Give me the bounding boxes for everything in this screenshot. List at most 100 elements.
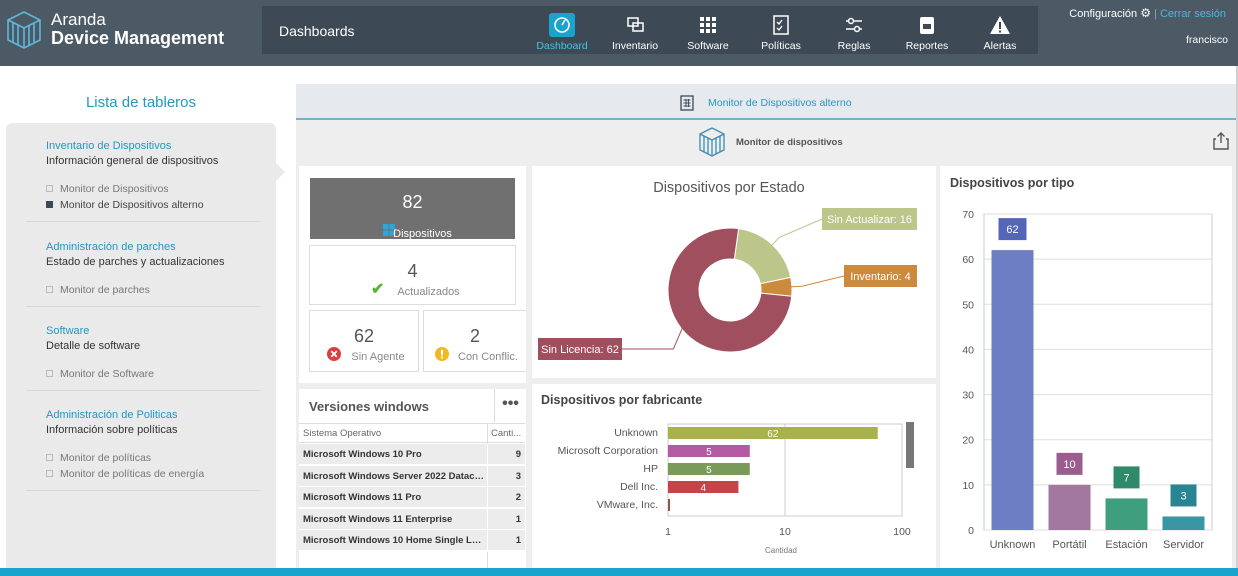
error-circle-icon	[327, 347, 341, 361]
kpi-total-devices[interactable]: 82 Dispositivos	[310, 178, 515, 240]
chart-title: Dispositivos por tipo	[950, 176, 1075, 190]
logout-link[interactable]: Cerrar sesión	[1159, 8, 1226, 20]
y-tick-label: 0	[968, 525, 974, 537]
kpi-no-agent[interactable]: 62 Sin Agente	[309, 310, 419, 372]
y-tick-label: 40	[962, 344, 974, 356]
table-row[interactable]: Microsoft Windows 11 Enterprise 1	[299, 509, 525, 530]
x-tick-label: Portátil	[1052, 539, 1086, 551]
windows-icon	[383, 224, 395, 236]
nav-reportes[interactable]: Reportes	[889, 6, 965, 54]
bar	[668, 499, 670, 511]
bar-value-box	[998, 218, 1027, 241]
nav-dashboard[interactable]: Dashboard	[524, 6, 600, 54]
divider	[26, 306, 260, 307]
scrollbar[interactable]	[1236, 66, 1238, 568]
top-header: Aranda Device Management Dashboards Dash…	[0, 0, 1238, 66]
bullet-icon	[46, 286, 53, 293]
bar-value-box	[1056, 452, 1083, 475]
more-options-icon[interactable]: •••	[494, 389, 526, 422]
nav-politicas[interactable]: Políticas	[743, 6, 819, 54]
share-export-icon[interactable]	[1213, 132, 1229, 150]
chart-title: Dispositivos por Estado	[653, 180, 805, 196]
column-separator	[487, 552, 488, 570]
kpi-label: Con Conflic.	[458, 351, 518, 363]
bar-value-label: 10	[1063, 459, 1075, 471]
x-tick-label: Unknown	[990, 539, 1036, 551]
sidebar-item-monitor-dispositivos[interactable]: Monitor de Dispositivos	[46, 181, 218, 197]
bar-value-label: 5	[706, 447, 712, 458]
bar	[1048, 484, 1091, 530]
tipo-chart-card: Dispositivos por tipo 0 10 20 30 40 50 60 70 62 U…	[940, 166, 1232, 570]
y-tick-label: 20	[962, 435, 974, 447]
kpi-updated[interactable]: 4 ✔ Actualizados	[309, 245, 516, 305]
config-bar: Configuración ⚙ | Cerrar sesión	[1069, 6, 1226, 20]
monitor-cube-icon	[699, 127, 725, 157]
table-row[interactable]: Microsoft Windows 10 Home Single Languag…	[299, 530, 525, 551]
os-cell: Microsoft Windows 10 Home Single Languag…	[303, 535, 485, 546]
leader-line	[770, 218, 823, 247]
column-header-os[interactable]: Sistema Operativo	[303, 428, 382, 439]
group-title[interactable]: Software	[46, 325, 90, 337]
horizontal-bar-chart: Unknown 62 Microsoft Corporation 5 HP 5 Dell I…	[558, 422, 914, 555]
group-title[interactable]: Administración de parches	[46, 241, 176, 253]
category-label: Unknown	[614, 427, 658, 439]
sidebar-title: Lista de tableros	[85, 94, 197, 111]
divider	[26, 390, 260, 391]
bullet-icon	[46, 470, 53, 477]
dashboard-tab[interactable]: Monitor de Dispositivos alterno	[296, 84, 1238, 120]
os-cell: Microsoft Windows 11 Enterprise	[303, 514, 453, 525]
dashboard-tab-label: Monitor de Dispositivos alterno	[708, 97, 852, 109]
group-desc: Información general de dispositivos	[46, 155, 219, 167]
bar	[991, 250, 1034, 530]
table-row[interactable]: Microsoft Windows Server 2022 Datacenter…	[299, 466, 525, 487]
table-row[interactable]: Microsoft Windows 10 Pro 9	[299, 444, 525, 465]
bar-value-label: 3	[1180, 490, 1186, 502]
column-separator	[487, 424, 488, 444]
gear-icon[interactable]: ⚙	[1140, 6, 1151, 20]
kpi-value: 82	[402, 192, 423, 212]
group-title[interactable]: Inventario de Dispositivos	[46, 140, 172, 152]
check-icon: ✔	[371, 281, 385, 298]
x-tick-label: 100	[893, 526, 911, 538]
alert-icon	[987, 13, 1013, 37]
column-header-count[interactable]: Canti...	[491, 428, 522, 439]
nav-reglas[interactable]: Reglas	[816, 6, 892, 54]
bar-value-label: 4	[700, 483, 706, 494]
column-separator	[487, 487, 488, 508]
versions-table-header: Sistema Operativo Canti...	[299, 423, 525, 444]
group-title[interactable]: Administración de Politicas	[46, 409, 178, 421]
x-tick-label: Servidor	[1163, 539, 1204, 551]
bullet-icon	[46, 454, 53, 461]
warning-circle-icon	[435, 347, 449, 361]
sidebar-item-monitor-parches[interactable]: Monitor de parches	[46, 282, 225, 298]
group-desc: Detalle de software	[46, 340, 141, 352]
separator: |	[1154, 8, 1157, 20]
sidebar-item-monitor-politicas[interactable]: Monitor de políticas	[46, 450, 204, 466]
category-label: Dell Inc.	[620, 481, 658, 493]
sidebar-item-monitor-software[interactable]: Monitor de Software	[46, 366, 154, 382]
sidebar-group-software: Software Detalle de software Monitor de …	[46, 324, 154, 382]
inventory-icon	[622, 13, 648, 37]
table-row[interactable]: Microsoft Windows 11 Pro 2	[299, 487, 525, 508]
column-separator	[487, 509, 488, 530]
username: francisco	[1185, 34, 1228, 46]
category-label: HP	[643, 463, 658, 475]
nav-inventario[interactable]: Inventario	[597, 6, 673, 54]
footer-bar	[0, 568, 1238, 576]
sidebar-group-inventario: Inventario de Dispositivos Información g…	[46, 139, 218, 213]
sidebar-item-monitor-politicas-energia[interactable]: Monitor de políticas de energía	[46, 466, 204, 482]
config-link[interactable]: Configuración	[1069, 8, 1138, 20]
nav-alertas[interactable]: Alertas	[962, 6, 1038, 54]
kpi-value: 4	[407, 261, 418, 281]
bullet-icon	[46, 201, 53, 208]
dashboard-icon	[549, 13, 575, 37]
column-separator	[487, 530, 488, 551]
monitor-header: Monitor de dispositivos	[296, 122, 1238, 162]
rules-icon	[841, 13, 867, 37]
kpi-conflicts[interactable]: 2 Con Conflic.	[423, 310, 526, 372]
bar	[668, 481, 739, 493]
sidebar-item-monitor-dispositivos-alterno[interactable]: Monitor de Dispositivos alterno	[46, 197, 218, 213]
estado-chart-card: Dispositivos por Estado Sin Licencia: 62…	[532, 166, 936, 378]
data-label-box	[538, 338, 622, 360]
nav-software[interactable]: Software	[670, 6, 746, 54]
